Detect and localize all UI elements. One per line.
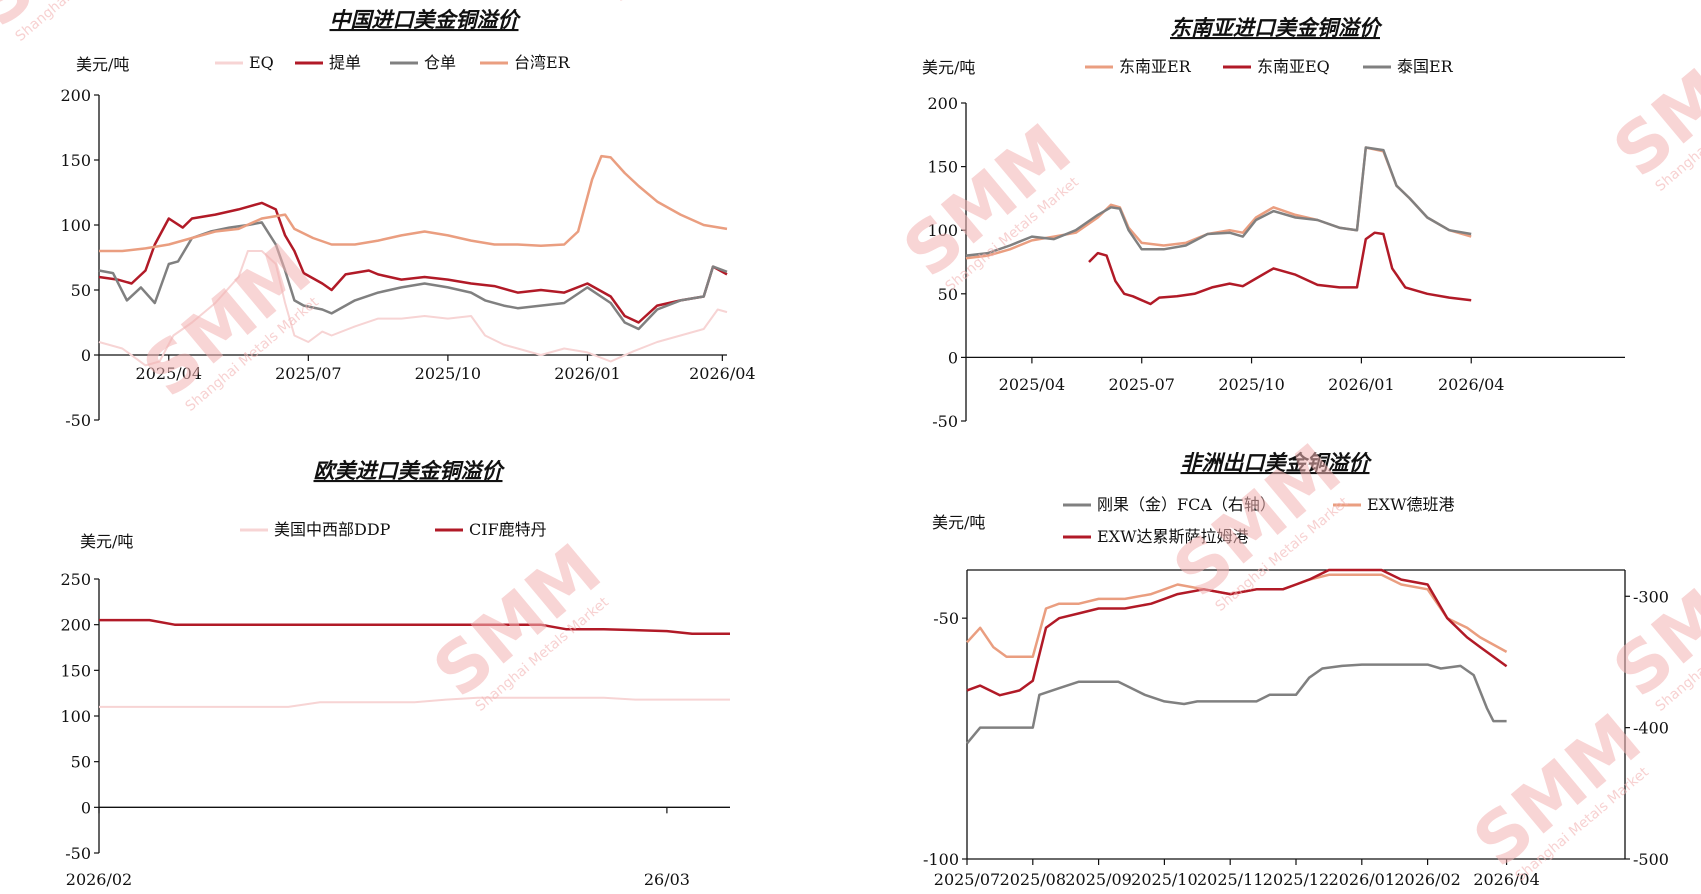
series-line-1: [98, 250, 728, 367]
legend-label: 台湾ER: [514, 53, 571, 72]
legend-label: 美国中西部DDP: [274, 520, 391, 539]
chart-4-plot: -100 -50 -500 -400 -300 2025/07 2025/08 2025/09…: [923, 495, 1669, 889]
x-tick-label: 2026/04: [1473, 870, 1539, 889]
y-tick-label: 200: [60, 86, 91, 105]
series-line-1: [966, 663, 1507, 745]
chart-2-title: 东南亚进口美金铜溢价: [1170, 15, 1383, 40]
series-line-2: [98, 201, 728, 324]
chart-4-title: 非洲出口美金铜溢价: [1181, 450, 1373, 475]
y-tick-label: -50: [933, 609, 959, 628]
x-tick-label: 2026/04: [689, 364, 755, 383]
x-tick-label: 2025/04: [999, 375, 1065, 394]
y-tick-label: 50: [71, 753, 91, 772]
y-tick-label: 150: [927, 158, 958, 177]
y-tick-label: 0: [81, 798, 91, 817]
legend-label: CIF鹿特丹: [469, 520, 547, 539]
legend-label: EQ: [249, 53, 274, 72]
series-line-3: [965, 146, 1472, 257]
x-tick-label: 26/03: [644, 870, 690, 889]
watermark-subtext: Shanghai Metals Market: [613, 0, 753, 5]
x-tick-label: 2026/01: [1328, 375, 1394, 394]
chart-3-plot: -50 0 50 100 150 200 250 2026/02 26/03 美国中西部DDP CI…: [60, 520, 730, 889]
y2-tick-label: -400: [1633, 719, 1669, 738]
chart-1-plot: -50 0 50 100 150 200 2025/04 2025/07 2025/10 2026…: [60, 53, 755, 430]
y-tick-label: 150: [60, 661, 91, 680]
legend-label: EXW达累斯萨拉姆港: [1097, 527, 1249, 546]
y-tick-label: -50: [65, 844, 91, 863]
series-line-3: [98, 221, 728, 331]
y-tick-label: 0: [948, 348, 958, 367]
y-tick-label: 50: [71, 281, 91, 300]
legend-label: 提单: [329, 53, 361, 72]
watermark-text: SMM: [558, 0, 756, 3]
y-tick-label: 50: [938, 285, 958, 304]
y2-tick-label: -300: [1633, 587, 1669, 606]
y-tick-label: 150: [60, 151, 91, 170]
legend-label: 仓单: [424, 53, 456, 72]
y-tick-label: -100: [923, 850, 959, 869]
x-tick-label: 2025-07: [1108, 375, 1174, 394]
y-tick-label: 100: [927, 221, 958, 240]
y2-tick-label: -500: [1633, 850, 1669, 869]
x-tick-label: 2025/11: [1197, 870, 1263, 889]
x-tick-label: 2026/01: [554, 364, 620, 383]
x-tick-label: 2025/08: [1000, 870, 1066, 889]
y-tick-label: 100: [60, 707, 91, 726]
y-tick-label: 200: [927, 94, 958, 113]
x-tick-label: 2025/09: [1065, 870, 1131, 889]
x-tick-label: 2026/01: [1329, 870, 1395, 889]
series-line-2: [1088, 231, 1472, 306]
series-line-2: [99, 618, 730, 636]
series-line-1: [99, 696, 730, 708]
x-tick-label: 2025/12: [1263, 870, 1329, 889]
x-tick-label: 2026/02: [1394, 870, 1460, 889]
x-tick-label: 2025/04: [136, 364, 202, 383]
series-line-3: [966, 568, 1508, 697]
chart-2-unit: 美元/吨: [922, 58, 975, 77]
chart-2-plot: -50 0 50 100 150 200 2025/04 2025-07 2025/10 2026…: [927, 57, 1625, 431]
y-tick-label: 100: [60, 216, 91, 235]
chart-3-unit: 美元/吨: [80, 532, 133, 551]
legend-label: EXW德班港: [1367, 495, 1455, 514]
chart-4-unit: 美元/吨: [932, 513, 985, 532]
legend-label: 刚果（金）FCA（右轴）: [1097, 495, 1276, 514]
x-tick-label: 2026/04: [1438, 375, 1504, 394]
legend-label: 东南亚ER: [1119, 57, 1192, 76]
chart-1-title: 中国进口美金铜溢价: [330, 7, 522, 32]
legend-label: 泰国ER: [1397, 57, 1454, 76]
chart-3-title: 欧美进口美金铜溢价: [314, 458, 506, 483]
x-tick-label: 2025/10: [1131, 870, 1197, 889]
x-tick-label: 2025/10: [1218, 375, 1284, 394]
y-tick-label: 0: [81, 346, 91, 365]
y-tick-label: -50: [65, 411, 91, 430]
y-tick-label: -50: [932, 412, 958, 431]
y-tick-label: 250: [60, 570, 91, 589]
y-tick-label: 200: [60, 616, 91, 635]
series-line-4: [99, 154, 728, 253]
x-tick-label: 2025/10: [415, 364, 481, 383]
x-tick-label: 2026/02: [66, 870, 132, 889]
legend-label: 东南亚EQ: [1257, 57, 1330, 76]
x-tick-label: 2025/07: [275, 364, 341, 383]
x-tick-label: 2025/07: [934, 870, 1000, 889]
chart-1-unit: 美元/吨: [76, 55, 129, 74]
